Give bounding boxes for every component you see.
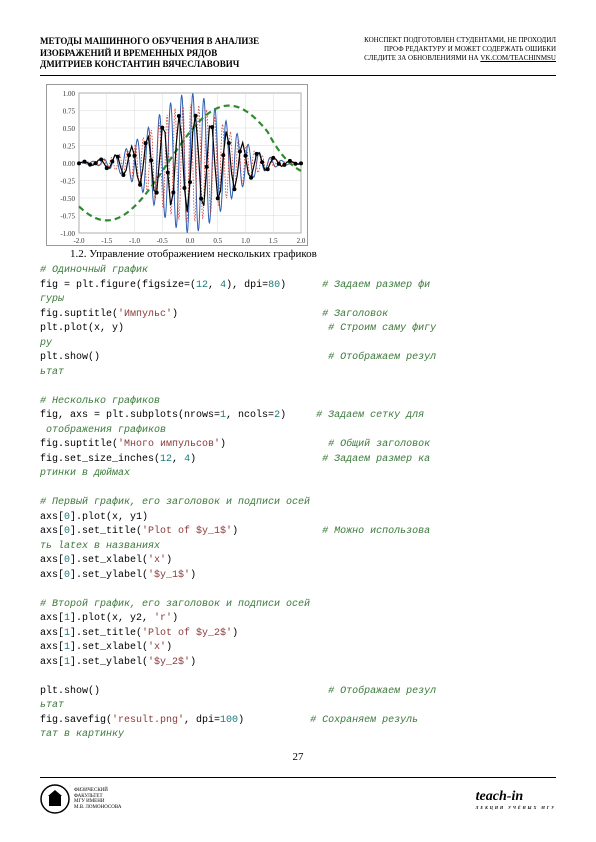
header-author: ДМИТРИЕВ КОНСТАНТИН ВЯЧЕСЛАВОВИЧ — [40, 59, 259, 71]
svg-text:-2.0: -2.0 — [73, 237, 85, 245]
svg-text:-0.25: -0.25 — [60, 178, 75, 186]
footer: ФИЗИЧЕСКИЙ ФАКУЛЬТЕТ МГУ ИМЕНИ М.В. ЛОМО… — [40, 777, 556, 814]
header-right: КОНСПЕКТ ПОДГОТОВЛЕН СТУДЕНТАМИ, НЕ ПРОХ… — [364, 36, 556, 71]
svg-text:2.0: 2.0 — [297, 237, 306, 245]
svg-text:1.0: 1.0 — [241, 237, 250, 245]
section-title: 1.2. Управление отображением нескольких … — [70, 248, 556, 260]
svg-text:-1.0: -1.0 — [129, 237, 141, 245]
svg-text:-1.5: -1.5 — [101, 237, 113, 245]
svg-text:0.0: 0.0 — [186, 237, 195, 245]
svg-text:-0.50: -0.50 — [60, 195, 75, 203]
footer-left: ФИЗИЧЕСКИЙ ФАКУЛЬТЕТ МГУ ИМЕНИ М.В. ЛОМО… — [40, 784, 121, 814]
svg-text:1.5: 1.5 — [269, 237, 278, 245]
svg-text:1.00: 1.00 — [63, 90, 76, 98]
svg-text:-0.5: -0.5 — [157, 237, 169, 245]
code-block: # Одиночный график fig = plt.figure(figs… — [40, 264, 556, 743]
chart: -1.00-0.75-0.50-0.250.000.250.500.751.00… — [46, 84, 308, 246]
svg-text:-0.75: -0.75 — [60, 213, 75, 221]
university-logo-icon — [40, 784, 70, 814]
header-title-1: МЕТОДЫ МАШИННОГО ОБУЧЕНИЯ В АНАЛИЗЕ — [40, 36, 259, 48]
svg-text:0.25: 0.25 — [63, 143, 76, 151]
chart-svg: -1.00-0.75-0.50-0.250.000.250.500.751.00… — [47, 85, 307, 245]
svg-text:0.00: 0.00 — [63, 160, 76, 168]
header-note-1: КОНСПЕКТ ПОДГОТОВЛЕН СТУДЕНТАМИ, НЕ ПРОХ… — [364, 36, 556, 45]
page-number: 27 — [40, 751, 556, 763]
footer-left-text: ФИЗИЧЕСКИЙ ФАКУЛЬТЕТ МГУ ИМЕНИ М.В. ЛОМО… — [74, 788, 121, 810]
header-link[interactable]: VK.COM/TEACHINMSU — [480, 54, 556, 62]
page-header: МЕТОДЫ МАШИННОГО ОБУЧЕНИЯ В АНАЛИЗЕ ИЗОБ… — [40, 36, 556, 76]
svg-text:0.50: 0.50 — [63, 125, 76, 133]
header-note-3: СЛЕДИТЕ ЗА ОБНОВЛЕНИЯМИ НА VK.COM/TEACHI… — [364, 54, 556, 63]
header-left: МЕТОДЫ МАШИННОГО ОБУЧЕНИЯ В АНАЛИЗЕ ИЗОБ… — [40, 36, 259, 71]
svg-text:0.75: 0.75 — [63, 108, 76, 116]
svg-text:0.5: 0.5 — [213, 237, 222, 245]
header-note-2: ПРОФ РЕДАКТУРУ И МОЖЕТ СОДЕРЖАТЬ ОШИБКИ — [364, 45, 556, 54]
header-title-2: ИЗОБРАЖЕНИЙ И ВРЕМЕННЫХ РЯДОВ — [40, 48, 259, 60]
footer-brand: teach-in ЛЕКЦИИ УЧЁНЫХ МГУ — [476, 789, 556, 810]
page: МЕТОДЫ МАШИННОГО ОБУЧЕНИЯ В АНАЛИЗЕ ИЗОБ… — [0, 0, 596, 842]
